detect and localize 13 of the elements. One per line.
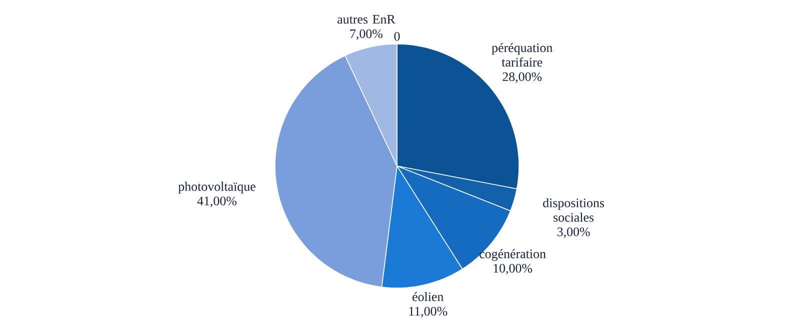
data-label: 7,00% [350,29,382,40]
slice-label: éolien [412,292,444,302]
slice-label: péréquation tarifaire [492,43,552,67]
slice-label: dispositions sociales [543,198,604,222]
data-label: 3,00% [557,227,590,238]
data-label: 41,00% [197,196,237,208]
slice-label: autres EnR [338,15,396,24]
slice-label: cogénération [480,249,546,261]
slice-label: photovoltaïque [178,182,256,194]
text: 0 [394,32,400,41]
data-label: 28,00% [502,72,542,83]
data-label: 10,00% [494,264,532,275]
data-label: 11,00% [409,306,448,318]
